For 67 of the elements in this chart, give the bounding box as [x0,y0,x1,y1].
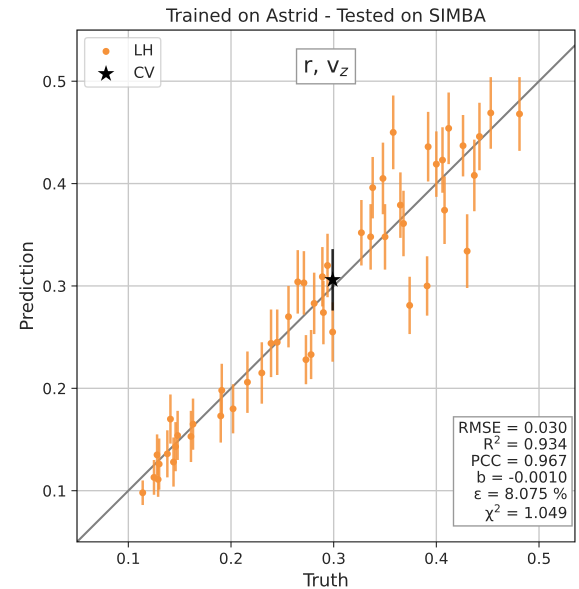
point [294,278,302,286]
legend-label: CV [134,66,155,78]
point [154,476,162,483]
y-tick-label: 0.5 [43,76,66,88]
point [367,233,374,240]
x-tick-label: 0.5 [528,552,550,564]
point [187,432,194,440]
point [324,271,342,287]
point [358,229,365,236]
point [400,220,407,227]
legend-label: LH [135,44,152,56]
point [172,443,180,450]
point [308,351,315,358]
x-tick-label: 0.3 [322,552,345,564]
point [318,273,326,280]
point [476,133,483,140]
y-tick-label: 0.2 [43,382,66,394]
point [445,124,452,132]
point [218,386,226,394]
point [487,109,494,116]
point [268,340,275,347]
point [439,156,446,164]
point [164,450,171,458]
y-axis-title: Prediction [19,242,34,330]
y-tick-label: 0.1 [43,485,66,497]
x-tick-label: 0.2 [220,552,242,564]
point [406,302,414,309]
point [217,412,224,420]
x-tick-label: 0.1 [117,552,140,564]
annotation: r, v$_{z}$ [305,60,348,76]
point [432,160,440,168]
point [274,338,281,346]
point [139,489,146,496]
point [170,458,177,466]
x-axis-title: Truth [303,572,348,587]
point [424,282,431,290]
point [470,172,478,179]
point [174,432,182,439]
point [369,184,376,192]
point [190,420,196,428]
point [324,262,331,269]
point [329,328,336,336]
point [230,405,237,412]
point [244,378,251,386]
y-tick-label: 0.4 [43,178,66,190]
point [302,356,310,364]
point [156,460,163,468]
point [441,206,448,214]
text: RMSE = 0.030 R$^{2}$ = 0.934 PCC = 0.967 b = -0.0010 ε = 8.075 % χ$^{2}$ = 1.049 [460,422,567,522]
point [379,175,386,182]
point [382,233,388,240]
point [310,300,318,307]
point [154,451,161,458]
point [396,202,404,209]
point [258,370,266,376]
point [516,110,523,118]
point [166,416,174,423]
point [460,142,467,150]
point [464,248,471,255]
y-tick-label: 0.3 [43,280,66,292]
chart-title: Trained on Astrid - Tested on SIMBA [166,8,486,22]
point [424,143,432,150]
x-tick-label: 0.4 [425,552,448,564]
point [300,279,308,286]
point [390,128,397,136]
point [285,313,292,320]
point [320,309,327,316]
